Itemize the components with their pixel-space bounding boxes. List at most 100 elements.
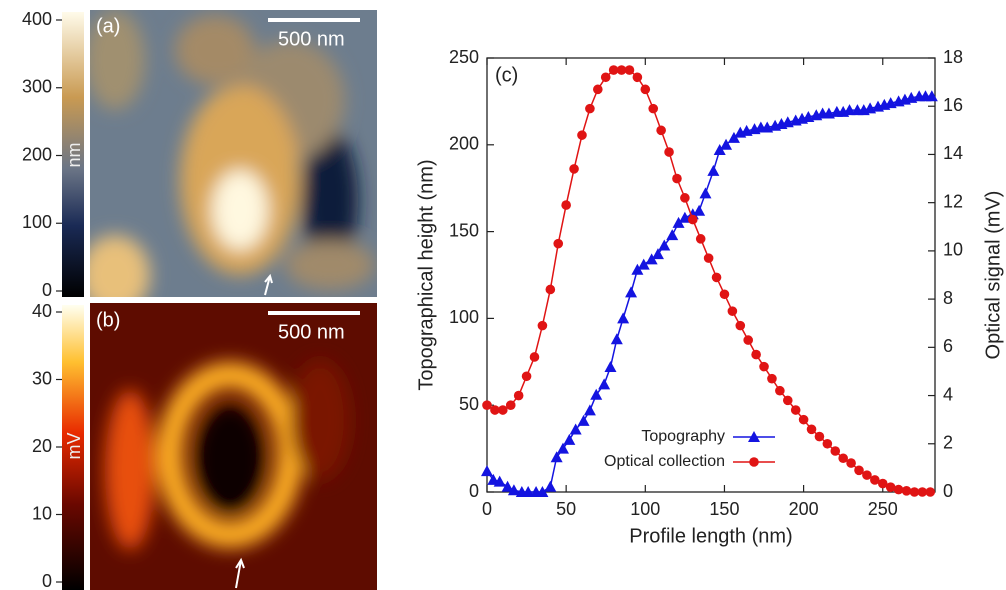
marker [569, 164, 579, 174]
marker [482, 400, 492, 411]
y-tick-label: 200 [449, 134, 479, 154]
marker [545, 284, 556, 295]
scale-bars [268, 18, 360, 315]
marker [735, 320, 746, 331]
topography-image [90, 10, 377, 297]
colorbar-tick-label: 0 [42, 280, 52, 300]
colorbar-tick-label: 0 [42, 571, 52, 590]
marker [577, 414, 590, 426]
marker [838, 453, 848, 464]
marker [751, 349, 761, 360]
marker [806, 424, 817, 435]
marker [707, 164, 720, 176]
marker [648, 103, 659, 114]
legend-marker [749, 457, 759, 467]
marker [598, 378, 611, 390]
marker [561, 200, 571, 210]
marker [862, 470, 872, 480]
panel-label: (b) [96, 309, 120, 331]
marker [521, 371, 532, 382]
y2-tick-label: 6 [943, 336, 953, 356]
marker [790, 405, 801, 415]
marker [925, 90, 938, 102]
y2-tick-label: 14 [943, 143, 963, 163]
marker [569, 423, 582, 435]
y-tick-label: 150 [449, 220, 479, 240]
scale-bar-label: 500 nm [278, 321, 345, 343]
marker [583, 404, 596, 416]
y2-tick-label: 16 [943, 95, 963, 115]
panel-label: (c) [495, 64, 518, 86]
marker [687, 214, 698, 225]
optical-image [90, 303, 377, 590]
marker [544, 480, 557, 492]
marker [593, 84, 603, 95]
legend-label: Topography [641, 428, 725, 445]
marker [695, 234, 706, 244]
marker [925, 487, 936, 497]
marker [493, 475, 506, 487]
marker [632, 72, 643, 83]
marker [590, 388, 603, 400]
marker [666, 229, 679, 241]
y-axis-label: Topographical height (nm) [415, 159, 437, 390]
marker [854, 465, 864, 476]
marker [664, 147, 674, 157]
marker [507, 484, 520, 496]
marker [719, 289, 730, 300]
marker [822, 438, 833, 449]
y-tick-label: 50 [459, 394, 479, 414]
marker [640, 84, 651, 95]
marker [870, 475, 880, 485]
marker [893, 484, 904, 495]
x-tick-label: 150 [709, 499, 739, 519]
marker [885, 482, 896, 492]
marker [553, 238, 564, 249]
marker [537, 320, 548, 331]
y2-tick-label: 8 [943, 288, 953, 308]
colorbar [62, 305, 84, 590]
marker [617, 312, 630, 324]
y2-tick-label: 2 [943, 433, 953, 453]
marker [830, 446, 841, 456]
marker [631, 263, 644, 275]
marker [536, 486, 549, 497]
marker [843, 104, 856, 116]
colorbar-tick-label: 10 [32, 503, 52, 523]
marker [656, 125, 666, 136]
marker [563, 433, 576, 445]
colorbar-label: nm [64, 142, 84, 167]
marker [759, 361, 769, 372]
marker [625, 286, 638, 298]
x-tick-label: 250 [868, 499, 898, 519]
marker [672, 216, 685, 228]
marker [720, 138, 733, 150]
marker [846, 458, 856, 468]
marker [909, 487, 920, 497]
x-tick-label: 100 [630, 499, 660, 519]
marker [501, 480, 514, 492]
y-tick-label: 250 [449, 47, 479, 67]
marker [550, 451, 563, 463]
marker [513, 390, 524, 401]
marker [577, 130, 587, 140]
marker [699, 187, 712, 199]
legend-marker [748, 431, 760, 442]
marker [608, 65, 619, 75]
marker [645, 253, 658, 265]
marker [877, 478, 888, 489]
marker [610, 333, 623, 345]
marker [585, 103, 595, 114]
y2-tick-label: 0 [943, 481, 953, 501]
marker [782, 395, 793, 406]
x-tick-label: 0 [482, 499, 492, 519]
marker [917, 487, 928, 497]
marker [658, 239, 671, 251]
colorbar-tick-label: 20 [32, 436, 52, 456]
marker [490, 405, 500, 415]
marker [651, 248, 664, 260]
x-tick-label: 50 [556, 499, 576, 519]
marker [637, 258, 650, 270]
arrows [235, 273, 273, 589]
x-tick-label: 200 [789, 499, 819, 519]
